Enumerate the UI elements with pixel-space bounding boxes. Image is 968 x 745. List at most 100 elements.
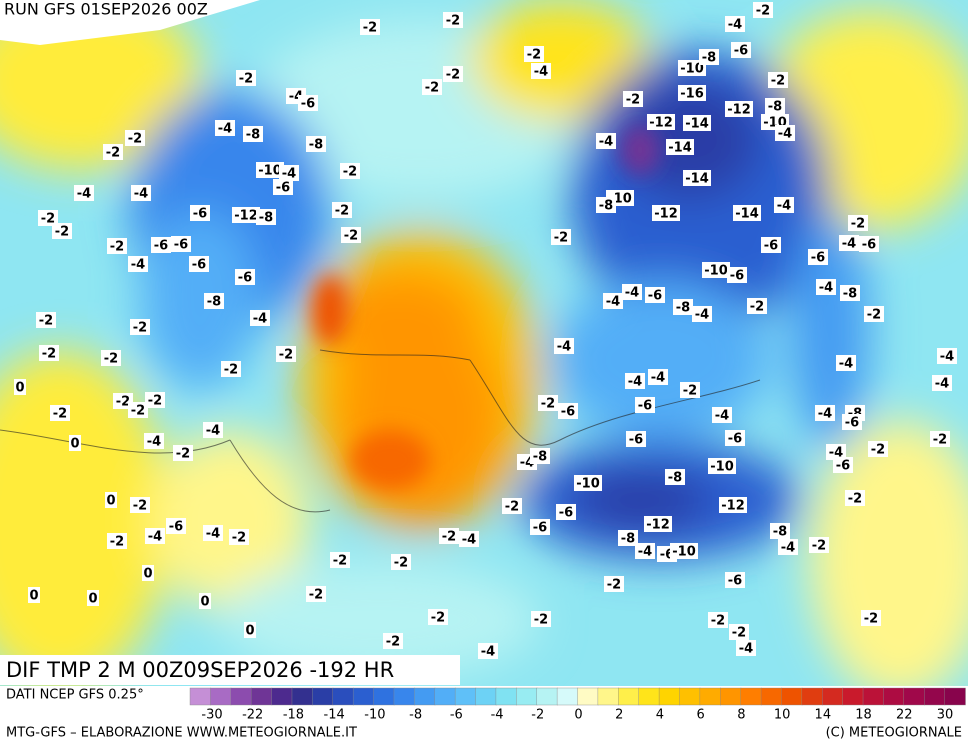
contour-label-bg [596,197,616,213]
contour-label-bg [551,229,571,245]
contour-label-bg [826,444,846,460]
contour-label-bg [859,236,879,252]
legend-swatch [393,687,416,706]
contour-label-bg [778,539,798,555]
contour-label-bg [678,85,706,101]
contour-label-bg [761,237,781,253]
legend-tick-label: 10 [774,708,791,723]
contour-label-bg [130,319,150,335]
contour-label-bg [699,49,719,65]
contour-label: -2 [106,146,120,161]
contour-label-bg [203,525,223,541]
contour-label-bg [768,72,788,88]
contour-label-bg [622,284,642,300]
contour-label: -2 [851,217,865,232]
contour-label: -2 [771,74,785,89]
contour-label: -4 [819,281,833,296]
contour-label: -2 [541,397,555,412]
contour-label-bg [87,590,99,606]
contour-label-bg [221,361,241,377]
contour-label-bg [52,223,72,239]
contour-label: -4 [842,237,856,252]
contour-label-bg [774,197,794,213]
contour-label-bg [932,375,952,391]
data-source: DATI NCEP GFS 0.25° [6,688,144,703]
contour-label: -2 [750,300,764,315]
contour-label-bg [330,552,350,568]
contour-label: -2 [431,611,445,626]
contour-label: -14 [735,207,759,222]
contour-label: -16 [680,87,704,102]
contour-label: -6 [734,44,748,59]
contour-label-bg [625,373,645,389]
contour-label-bg [145,392,165,408]
contour-label-bg [868,441,888,457]
contour-label: -6 [730,269,744,284]
contour-label: -2 [343,165,357,180]
contour-label-bg [556,504,576,520]
legend-swatch [210,687,232,706]
contour-label-bg [279,165,299,181]
legend-tick-label: 22 [896,708,913,723]
contour-label-bg [101,350,121,366]
contour-label: -4 [534,65,548,80]
contour-label-bg [443,66,463,82]
contour-label: -4 [935,377,949,392]
contour-label-bg [306,586,326,602]
contour-label-bg [74,185,94,201]
contour-label-bg [692,306,712,322]
legend-swatch [189,687,212,706]
legend-swatch [944,687,966,706]
contour-label-bg [719,497,747,513]
contour-label: 0 [29,589,38,604]
contour-label: -4 [628,375,642,390]
legend-swatch [495,687,518,706]
contour-label-bg [727,267,747,283]
contour-label-bg [670,543,698,559]
contour-label-bg [770,523,790,539]
contour-label: -2 [626,93,640,108]
contour-label-bg [341,227,361,243]
contour-label: -6 [648,289,662,304]
contour-label: -4 [282,167,296,182]
contour-label-bg [712,407,732,423]
legend-swatch [536,687,558,706]
contour-label-bg [683,115,711,131]
contour-label: -8 [676,301,690,316]
contour-label: -2 [128,132,142,147]
contour-label-bg [244,622,256,638]
contour-label: -2 [554,231,568,246]
contour-label: 0 [245,624,254,639]
contour-label-bg [145,528,165,544]
contour-label-bg [439,528,459,544]
contour-label: -4 [728,18,742,33]
contour-label: -2 [39,314,53,329]
contour-label: -6 [192,258,206,273]
legend-swatch [862,687,885,706]
legend-swatch [740,687,762,706]
contour-label-bg [725,430,745,446]
contour-label-bg [250,310,270,326]
contour-label: -6 [301,97,315,112]
contour-label-bg [747,298,767,314]
contour-label: -8 [768,100,782,115]
legend-swatch [781,687,803,706]
contour-label: -4 [462,533,476,548]
contour-label: -4 [625,286,639,301]
contour-label-bg [125,130,145,146]
contour-label-bg [538,395,558,411]
contour-label-bg [665,469,685,485]
contour-label: -4 [739,642,753,657]
contour-label: -2 [394,556,408,571]
legend-swatch [924,687,946,706]
contour-label: -4 [557,340,571,355]
contour-label: -6 [169,520,183,535]
legend-tick-label: -4 [491,708,504,723]
contour-label-bg [647,114,675,130]
run-title: RUN GFS 01SEP2026 00Z [4,0,208,19]
contour-label: 0 [70,437,79,452]
legend-swatch [352,687,375,706]
contour-label-bg [243,126,263,142]
contour-label: -2 [344,229,358,244]
contour-label: -2 [116,395,130,410]
